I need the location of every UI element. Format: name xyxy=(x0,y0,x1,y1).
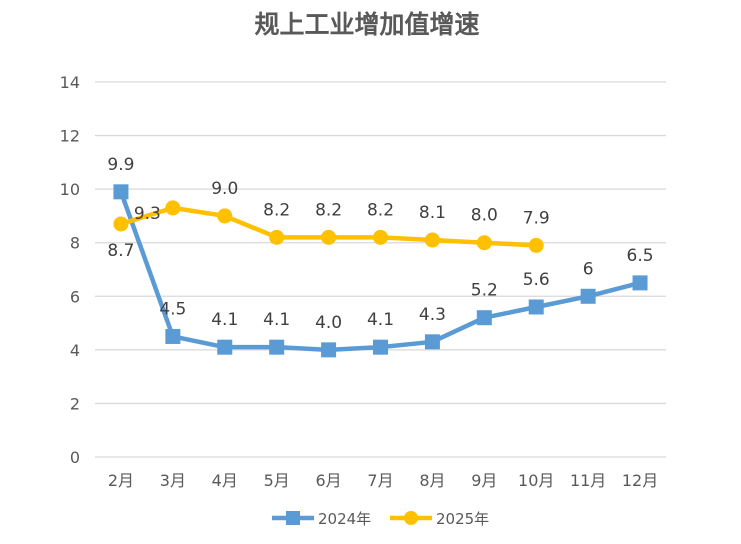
data-point xyxy=(528,237,544,253)
x-tick-label: 2月 xyxy=(108,471,134,490)
y-tick-label: 2 xyxy=(70,394,80,413)
data-point xyxy=(476,310,492,326)
data-label: 4.3 xyxy=(419,305,446,325)
x-tick-label: 6月 xyxy=(315,471,341,490)
data-label: 6 xyxy=(583,259,594,279)
data-label: 6.5 xyxy=(627,246,654,266)
data-label: 8.2 xyxy=(263,200,290,220)
data-label: 4.1 xyxy=(211,310,238,330)
data-label: 9.0 xyxy=(211,179,238,199)
data-point xyxy=(165,200,181,216)
data-point xyxy=(113,216,129,232)
data-label: 7.9 xyxy=(523,208,550,228)
data-point xyxy=(113,184,129,200)
legend-label: 2024年 xyxy=(318,510,371,528)
data-label: 8.0 xyxy=(471,206,498,226)
data-point xyxy=(217,208,233,224)
data-point xyxy=(269,339,285,355)
y-tick-label: 6 xyxy=(70,287,80,306)
data-label: 8.2 xyxy=(367,200,394,220)
x-tick-label: 12月 xyxy=(622,471,658,490)
x-tick-label: 9月 xyxy=(471,471,497,490)
y-tick-label: 8 xyxy=(70,234,80,253)
x-tick-label: 3月 xyxy=(160,471,186,490)
y-tick-label: 4 xyxy=(70,341,80,360)
y-tick-label: 14 xyxy=(60,73,80,92)
legend-label: 2025年 xyxy=(436,510,489,528)
data-label: 4.1 xyxy=(367,310,394,330)
data-label: 4.0 xyxy=(315,313,342,333)
data-point xyxy=(217,339,233,355)
x-tick-label: 10月 xyxy=(518,471,554,490)
data-label: 5.2 xyxy=(471,281,498,301)
data-point xyxy=(632,275,648,291)
y-tick-label: 12 xyxy=(60,127,80,146)
legend-marker xyxy=(286,511,300,525)
x-tick-label: 7月 xyxy=(367,471,393,490)
x-tick-label: 4月 xyxy=(212,471,238,490)
x-tick-label: 5月 xyxy=(264,471,290,490)
data-point xyxy=(476,235,492,251)
x-tick-label: 8月 xyxy=(419,471,445,490)
data-label: 8.1 xyxy=(419,203,446,223)
chart-title: 规上工业增加值增速 xyxy=(254,10,479,39)
data-point xyxy=(165,328,181,344)
data-label: 4.5 xyxy=(159,299,186,319)
data-label: 9.9 xyxy=(107,155,134,175)
y-tick-label: 0 xyxy=(70,448,80,467)
data-point xyxy=(580,288,596,304)
data-label: 9.3 xyxy=(134,204,161,224)
data-point xyxy=(424,334,440,350)
data-label: 4.1 xyxy=(263,310,290,330)
data-label: 8.7 xyxy=(107,241,134,261)
data-point xyxy=(373,339,388,355)
data-point xyxy=(528,299,544,315)
data-label: 8.2 xyxy=(315,200,342,220)
data-label: 5.6 xyxy=(523,270,550,290)
data-point xyxy=(269,229,285,245)
legend-marker xyxy=(404,511,418,525)
data-point xyxy=(321,342,337,358)
data-point xyxy=(321,229,337,245)
data-point xyxy=(424,232,440,248)
x-tick-label: 11月 xyxy=(570,471,606,490)
data-point xyxy=(373,229,388,245)
y-tick-label: 10 xyxy=(60,180,80,199)
